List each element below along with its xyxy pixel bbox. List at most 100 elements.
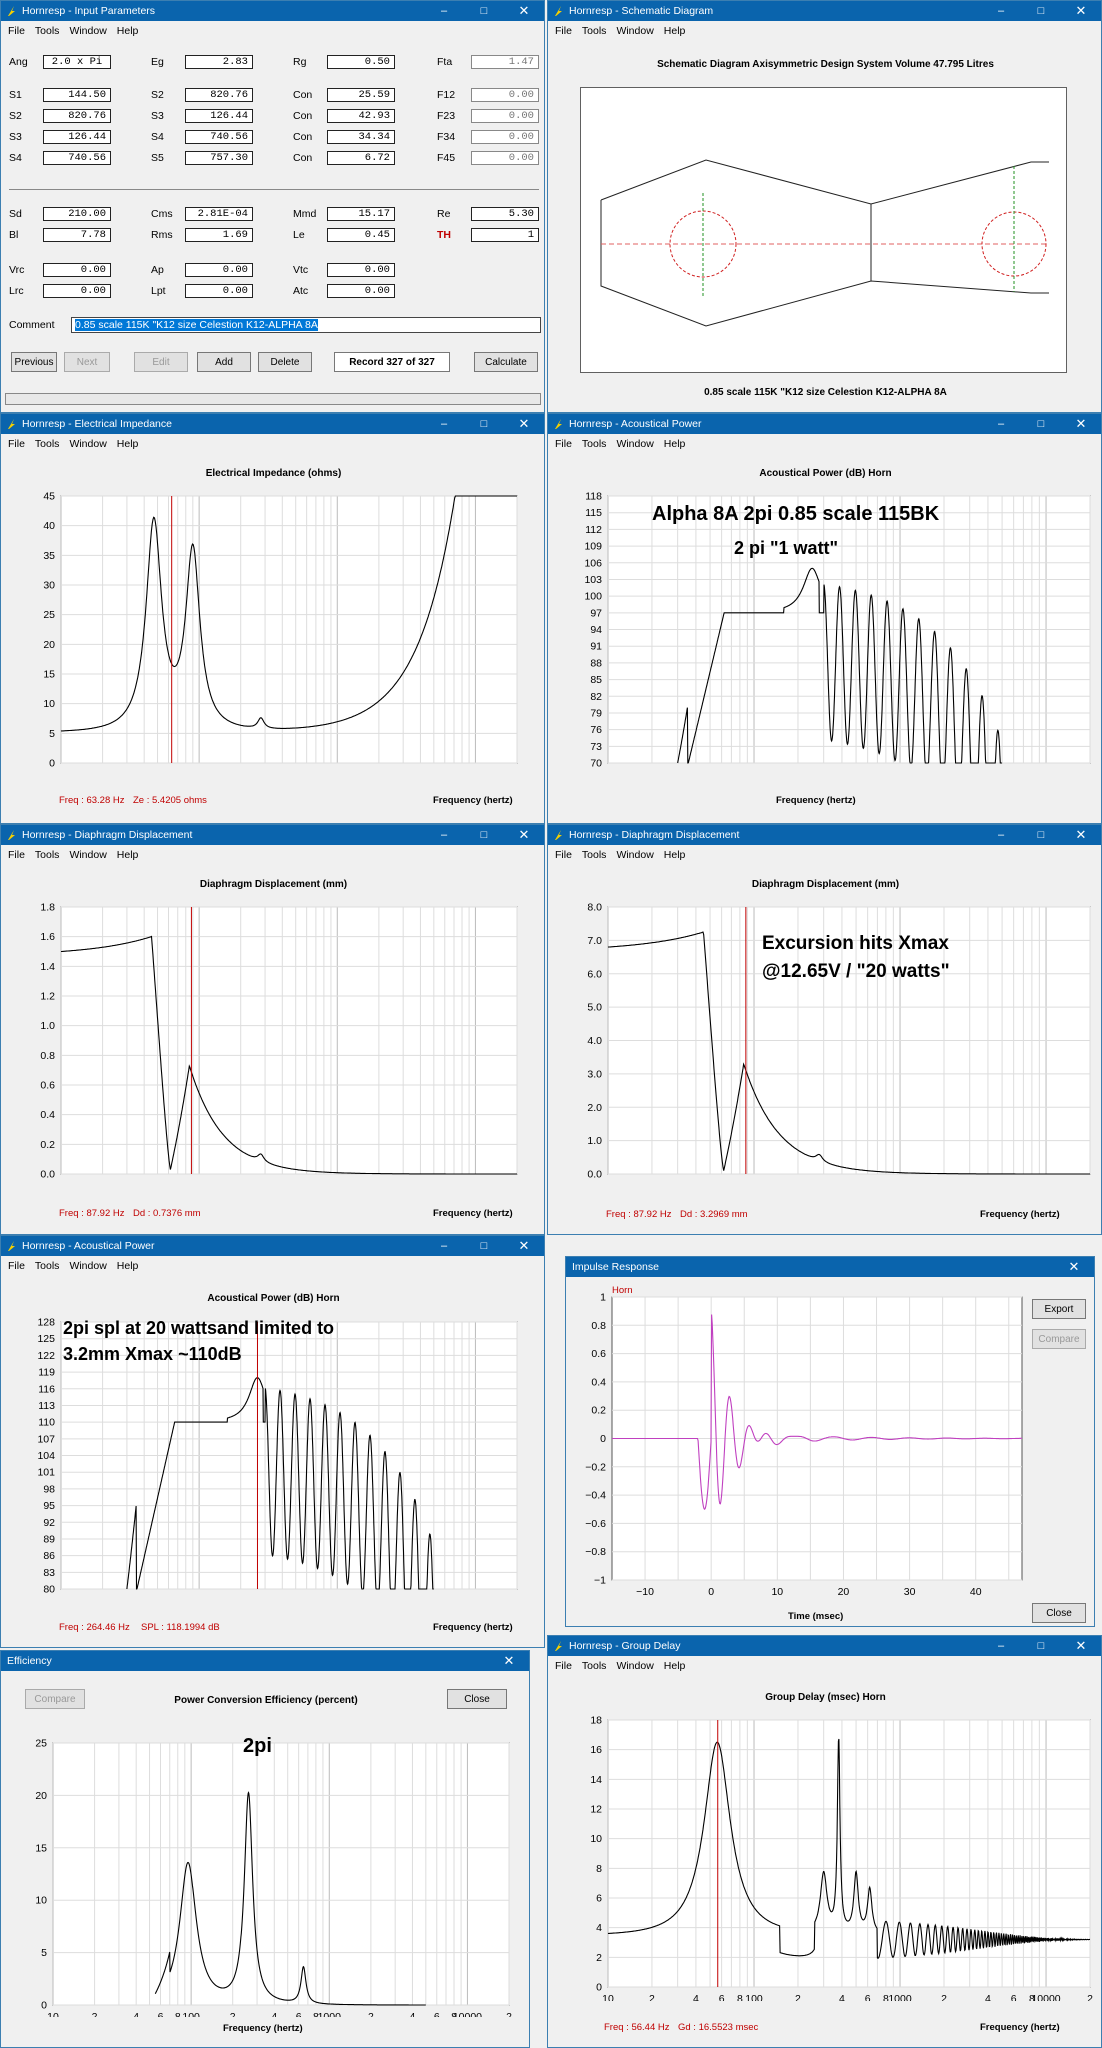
minimize-button[interactable]: – xyxy=(997,418,1005,430)
export-button[interactable]: Export xyxy=(1032,1299,1086,1319)
menu-file[interactable]: File xyxy=(8,848,25,861)
close-button[interactable]: ✕ xyxy=(1068,1259,1080,1274)
close-button[interactable]: ✕ xyxy=(1075,416,1087,431)
param-field-sd[interactable]: 210.00 xyxy=(43,207,111,221)
param-field-ang[interactable]: 2.0 x Pi xyxy=(43,55,111,69)
param-field-bl[interactable]: 7.78 xyxy=(43,228,111,242)
close-button[interactable]: ✕ xyxy=(1075,3,1087,18)
maximize-button[interactable]: □ xyxy=(480,418,488,430)
menu-file[interactable]: File xyxy=(8,437,25,450)
menu-tools[interactable]: Tools xyxy=(581,24,607,37)
param-field-lpt[interactable]: 0.00 xyxy=(185,284,253,298)
close-dialog-button[interactable]: Close xyxy=(1032,1603,1086,1623)
minimize-button[interactable]: – xyxy=(440,418,448,430)
maximize-button[interactable]: □ xyxy=(1037,1640,1045,1652)
menu-help[interactable]: Help xyxy=(663,848,686,861)
menu-file[interactable]: File xyxy=(555,437,572,450)
menu-window[interactable]: Window xyxy=(69,848,107,861)
delete-button[interactable]: Delete xyxy=(258,352,312,372)
compare-button[interactable]: Compare xyxy=(1032,1329,1086,1349)
param-field-f45[interactable]: 0.00 xyxy=(471,151,539,165)
param-field-s2[interactable]: 820.76 xyxy=(43,109,111,123)
maximize-button[interactable]: □ xyxy=(480,5,488,17)
menu-help[interactable]: Help xyxy=(663,1659,686,1672)
menu-file[interactable]: File xyxy=(555,1659,572,1672)
previous-button[interactable]: Previous xyxy=(11,352,57,372)
close-button[interactable]: ✕ xyxy=(518,416,530,431)
minimize-button[interactable]: – xyxy=(440,1240,448,1252)
param-field-f23[interactable]: 0.00 xyxy=(471,109,539,123)
param-field-vrc[interactable]: 0.00 xyxy=(43,263,111,277)
menu-file[interactable]: File xyxy=(555,24,572,37)
param-field-re[interactable]: 5.30 xyxy=(471,207,539,221)
comment-field[interactable]: 0.85 scale 115K "K12 size Celestion K12-… xyxy=(71,317,541,333)
param-field-con[interactable]: 42.93 xyxy=(327,109,395,123)
param-field-s3[interactable]: 126.44 xyxy=(185,109,253,123)
param-field-s4[interactable]: 740.56 xyxy=(185,130,253,144)
menu-window[interactable]: Window xyxy=(616,1659,654,1672)
param-field-lrc[interactable]: 0.00 xyxy=(43,284,111,298)
menu-file[interactable]: File xyxy=(8,1259,25,1272)
maximize-button[interactable]: □ xyxy=(1037,418,1045,430)
menu-tools[interactable]: Tools xyxy=(581,437,607,450)
param-field-f34[interactable]: 0.00 xyxy=(471,130,539,144)
param-field-con[interactable]: 6.72 xyxy=(327,151,395,165)
menu-tools[interactable]: Tools xyxy=(34,848,60,861)
menu-help[interactable]: Help xyxy=(116,848,139,861)
param-field-vtc[interactable]: 0.00 xyxy=(327,263,395,277)
param-field-atc[interactable]: 0.00 xyxy=(327,284,395,298)
param-field-s4[interactable]: 740.56 xyxy=(43,151,111,165)
menu-tools[interactable]: Tools xyxy=(34,1259,60,1272)
edit-button[interactable]: Edit xyxy=(134,352,188,372)
param-field-con[interactable]: 34.34 xyxy=(327,130,395,144)
param-field-mmd[interactable]: 15.17 xyxy=(327,207,395,221)
param-field-ap[interactable]: 0.00 xyxy=(185,263,253,277)
param-field-cms[interactable]: 2.81E-04 xyxy=(185,207,253,221)
minimize-button[interactable]: – xyxy=(997,5,1005,17)
param-field-rg[interactable]: 0.50 xyxy=(327,55,395,69)
minimize-button[interactable]: – xyxy=(440,829,448,841)
menu-file[interactable]: File xyxy=(555,848,572,861)
close-button[interactable]: ✕ xyxy=(518,3,530,18)
menu-window[interactable]: Window xyxy=(69,437,107,450)
menu-window[interactable]: Window xyxy=(69,24,107,37)
close-button[interactable]: ✕ xyxy=(518,1238,530,1253)
param-field-s1[interactable]: 144.50 xyxy=(43,88,111,102)
maximize-button[interactable]: □ xyxy=(480,829,488,841)
menu-window[interactable]: Window xyxy=(616,24,654,37)
maximize-button[interactable]: □ xyxy=(1037,5,1045,17)
close-button[interactable]: ✕ xyxy=(1075,1638,1087,1653)
maximize-button[interactable]: □ xyxy=(1037,829,1045,841)
param-field-th[interactable]: 1 xyxy=(471,228,539,242)
close-dialog-button[interactable]: Close xyxy=(447,1689,507,1709)
compare-button[interactable]: Compare xyxy=(25,1689,85,1709)
add-button[interactable]: Add xyxy=(197,352,251,372)
param-field-s5[interactable]: 757.30 xyxy=(185,151,253,165)
minimize-button[interactable]: – xyxy=(997,829,1005,841)
close-button[interactable]: ✕ xyxy=(518,827,530,842)
calculate-button[interactable]: Calculate xyxy=(474,352,538,372)
param-field-con[interactable]: 25.59 xyxy=(327,88,395,102)
menu-help[interactable]: Help xyxy=(116,437,139,450)
menu-tools[interactable]: Tools xyxy=(34,24,60,37)
menu-tools[interactable]: Tools xyxy=(581,848,607,861)
menu-tools[interactable]: Tools xyxy=(581,1659,607,1672)
next-button[interactable]: Next xyxy=(64,352,110,372)
param-field-eg[interactable]: 2.83 xyxy=(185,55,253,69)
menu-file[interactable]: File xyxy=(8,24,25,37)
maximize-button[interactable]: □ xyxy=(480,1240,488,1252)
menu-window[interactable]: Window xyxy=(616,437,654,450)
close-button[interactable]: ✕ xyxy=(1075,827,1087,842)
param-field-rms[interactable]: 1.69 xyxy=(185,228,253,242)
menu-tools[interactable]: Tools xyxy=(34,437,60,450)
close-button[interactable]: ✕ xyxy=(503,1653,515,1668)
param-field-f12[interactable]: 0.00 xyxy=(471,88,539,102)
menu-help[interactable]: Help xyxy=(116,24,139,37)
param-field-le[interactable]: 0.45 xyxy=(327,228,395,242)
menu-help[interactable]: Help xyxy=(116,1259,139,1272)
param-field-s3[interactable]: 126.44 xyxy=(43,130,111,144)
param-field-s2[interactable]: 820.76 xyxy=(185,88,253,102)
menu-help[interactable]: Help xyxy=(663,437,686,450)
param-field-fta[interactable]: 1.47 xyxy=(471,55,539,69)
minimize-button[interactable]: – xyxy=(440,5,448,17)
